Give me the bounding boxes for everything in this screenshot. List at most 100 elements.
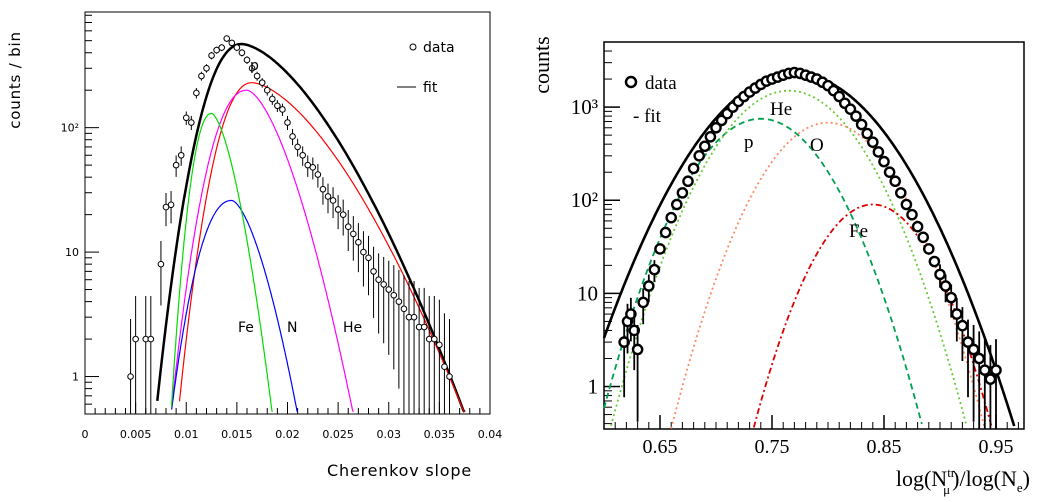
left-data-point	[400, 305, 408, 313]
left-data-point	[350, 230, 357, 238]
right-data-point	[648, 263, 661, 276]
right-annotation-o: O	[810, 135, 824, 156]
right-data-point	[867, 136, 879, 148]
right-data-point	[861, 127, 874, 140]
left-data-point	[279, 106, 286, 113]
right-x-label-sub2: e	[1017, 480, 1023, 495]
left-y-tick-label: 10²	[61, 122, 79, 135]
left-data-point	[355, 238, 362, 246]
left-data-point	[198, 72, 205, 80]
left-series-p	[178, 82, 466, 413]
right-plot-frame	[603, 41, 1025, 430]
left-series	[156, 42, 466, 413]
right-annotation-p: p	[744, 132, 754, 153]
left-series-n	[171, 199, 299, 413]
left-data-point	[299, 151, 306, 159]
right-data-point	[967, 343, 980, 356]
right-data-point	[979, 364, 991, 376]
left-data-point	[339, 211, 347, 218]
right-data-point	[906, 208, 918, 221]
left-annotation-p: p	[250, 58, 259, 74]
left-data-point	[253, 72, 261, 80]
right-data-point	[956, 319, 969, 332]
right-x-tick-label: 0.65	[643, 436, 678, 458]
right-data-point	[654, 243, 666, 255]
left-x-tick-label: 0.015	[221, 428, 253, 441]
left-x-tick-label: 0.005	[120, 428, 152, 441]
right-data-point	[631, 343, 644, 356]
left-x-tick-label: 0	[82, 428, 89, 441]
left-data-point	[193, 89, 200, 97]
right-x-label-mid: )/log(N	[952, 466, 1017, 491]
right-data-point	[855, 118, 868, 131]
right-data-point	[939, 280, 952, 292]
right-chart: 0.65 0.75 0.85 0.95 1 10 10² 10³ counts log(Ntr…	[529, 36, 1030, 497]
left-data-point	[431, 335, 438, 343]
left-annotation-fe: Fe	[238, 320, 254, 336]
left-data-point	[248, 64, 256, 72]
right-points	[618, 66, 1002, 429]
right-data-point	[928, 255, 941, 268]
right-data-point	[643, 280, 655, 292]
left-data-point	[309, 164, 317, 171]
left-data-point	[258, 79, 266, 86]
left-data-point	[177, 151, 185, 159]
left-data-point	[157, 260, 165, 268]
right-y-axis-label: counts	[529, 36, 554, 93]
left-data-point	[324, 193, 332, 200]
right-series-fe	[752, 203, 993, 428]
left-data-point	[420, 323, 428, 331]
left-data-point	[360, 248, 367, 256]
left-data-point	[127, 373, 134, 380]
right-x-label-prefix: log(N	[896, 466, 947, 491]
left-data-point	[132, 335, 139, 343]
right-legend-data-label: data	[645, 73, 677, 94]
left-y-tick-label: 10	[65, 246, 79, 259]
right-y-tick-label: 1	[588, 375, 599, 399]
left-data-point	[147, 335, 155, 343]
left-y-axis-label: counts / bin	[6, 31, 24, 129]
left-data-point	[441, 363, 448, 370]
right-annotation-he: He	[770, 99, 792, 120]
right-data-point	[911, 220, 924, 233]
right-x-tick-label: 0.75	[755, 436, 790, 458]
left-data-point	[269, 95, 276, 103]
left-annotation-he: He	[343, 320, 362, 336]
left-chart: 0 0.005 0.01 0.015 0.02 0.025 0.03 0.035 0.04 1 10…	[6, 11, 502, 480]
right-ticks: 0.65 0.75 0.85 0.95 1 10 10² 10³	[571, 41, 1019, 458]
right-x-label-suffix: )	[1023, 466, 1030, 491]
left-data-point	[208, 52, 215, 59]
left-data-point	[294, 143, 301, 151]
left-points	[127, 35, 453, 414]
left-data-point	[223, 35, 231, 42]
left-x-axis-label: Cherenkov slope	[327, 461, 472, 480]
left-data-point	[410, 313, 418, 321]
left-data-point	[334, 206, 342, 213]
right-x-axis-label: log(Ntr μ)/log(Ne)	[896, 465, 1030, 497]
right-data-point	[676, 187, 689, 199]
right-data-point	[895, 187, 907, 199]
right-data-point	[973, 352, 986, 365]
left-data-point	[375, 276, 382, 284]
right-data-point	[710, 121, 722, 134]
right-series	[602, 72, 1016, 429]
left-data-point	[390, 291, 398, 299]
left-legend: data fit	[397, 40, 455, 96]
left-x-tick-label: 0.025	[322, 428, 354, 441]
left-data-point	[182, 114, 190, 122]
right-x-label-sub: μ	[943, 482, 950, 497]
left-data-point	[172, 161, 180, 169]
left-data-point	[319, 185, 327, 193]
left-data-point	[203, 64, 210, 72]
left-series-fit	[156, 42, 466, 413]
right-data-point	[917, 231, 930, 244]
left-x-tick-label: 0.03	[377, 428, 402, 441]
left-y-tick-label: 1	[72, 371, 79, 384]
left-data-point	[314, 171, 322, 178]
right-data-point	[872, 146, 885, 158]
right-data-point	[693, 150, 706, 162]
left-data-point	[370, 268, 377, 275]
left-data-point	[213, 46, 220, 54]
right-data-point	[923, 243, 935, 255]
